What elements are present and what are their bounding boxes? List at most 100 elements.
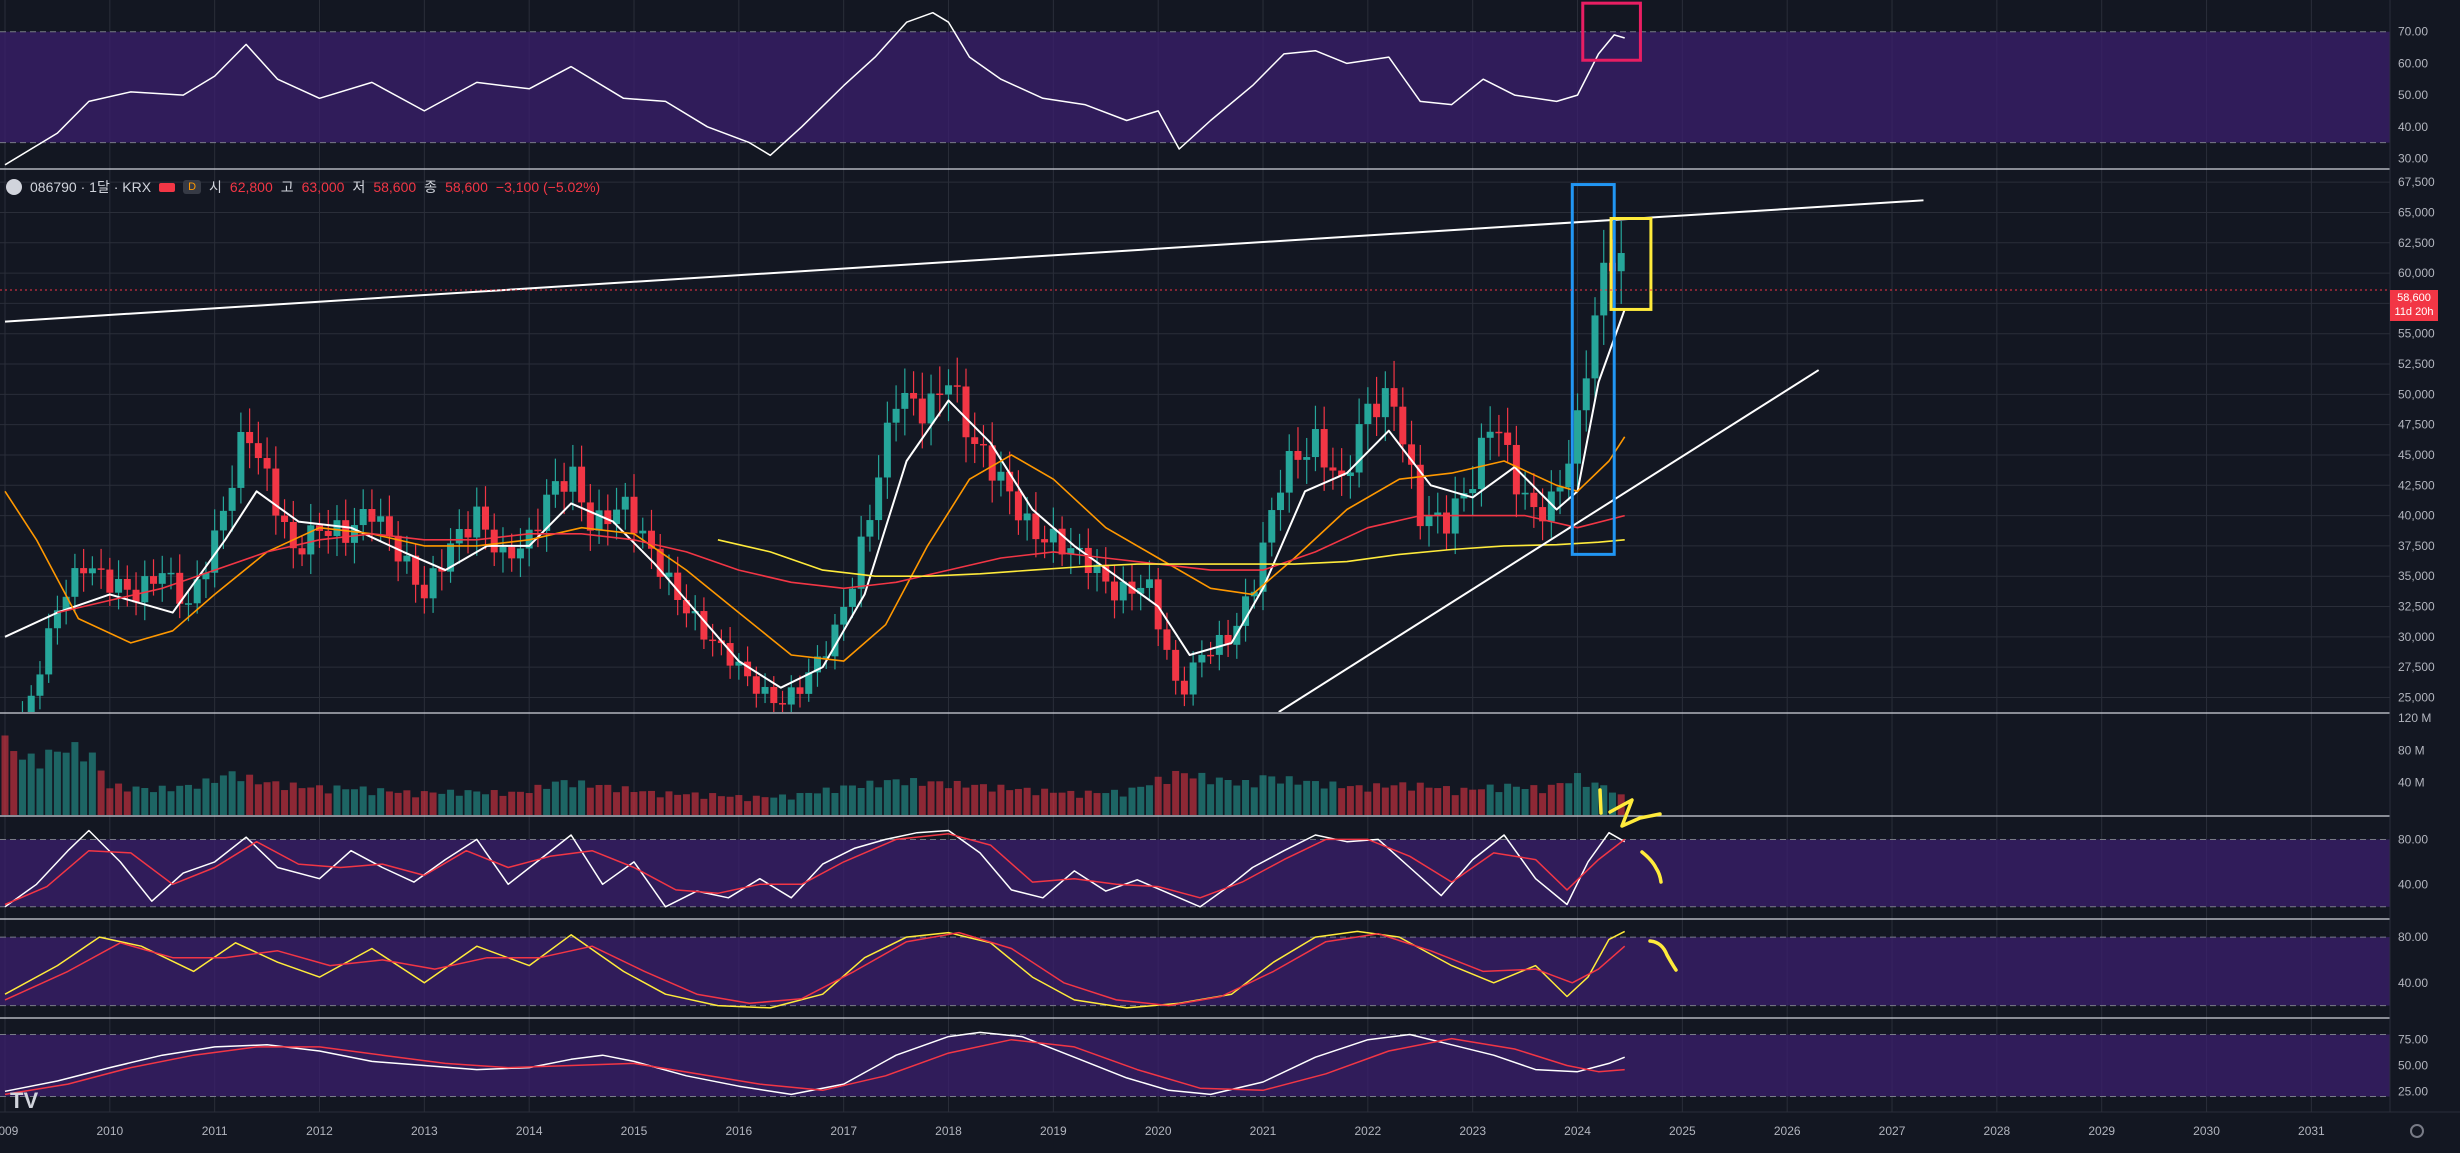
volume-bar [813,793,821,815]
volume-bar [429,792,437,815]
candle-body [403,555,411,562]
volume-bar [1425,787,1433,815]
y-tick-label: 67,500 [2398,175,2435,189]
volume-bar [45,749,53,815]
volume-bar [1486,784,1494,815]
y-tick-label: 35,000 [2398,569,2435,583]
volume-bar [158,785,166,815]
candle-body [438,568,446,572]
volume-bar [805,792,813,815]
d-badge[interactable]: D [183,180,202,194]
volume-bar [385,791,393,815]
volume-bar [621,786,629,815]
volume-bar [62,752,70,815]
candle-body [385,516,393,536]
volume-bar [927,781,935,815]
volume-bar [674,794,682,815]
volume-bar [123,791,131,815]
y-tick-label: 70.00 [2398,25,2428,39]
candle-body [1137,587,1145,594]
candle-body [1093,564,1101,574]
volume-bar [1495,792,1503,815]
candle-body [936,393,944,396]
candle-body [158,573,166,584]
volume-bar [1233,785,1241,815]
volume-bar [1381,787,1389,815]
candle-body [1408,444,1416,465]
candle-body [167,572,175,575]
candle-body [141,576,149,603]
x-tick-label: 2020 [1145,1124,1172,1138]
y-tick-label: 30,000 [2398,630,2435,644]
candle-body [80,568,88,574]
volume-bar [254,784,262,815]
volume-bar [997,784,1005,815]
volume-bar [892,779,900,815]
volume-bar [420,791,428,815]
settings-icon[interactable] [2410,1124,2424,1138]
volume-bar [700,798,708,815]
volume-bar [1180,773,1188,815]
candle-body [621,496,629,510]
volume-bar [516,791,524,815]
oscillator-line-white [4,829,1626,908]
volume-bar [1539,793,1547,815]
volume-bar [1408,790,1416,815]
highlight-box-blue [1570,183,1616,556]
y-tick-label: 62,500 [2398,236,2435,250]
volume-bar [752,795,760,815]
candle-body [1259,542,1267,592]
volume-bar [691,792,699,815]
candle-body [918,398,926,424]
candle-body [1145,579,1153,588]
candle-body [1311,429,1319,458]
volume-bar [473,791,481,815]
high-label: 고 [280,179,294,195]
y-tick-label: 25,000 [2398,690,2435,704]
candle-body [307,525,315,555]
x-tick-label: 2029 [2088,1124,2115,1138]
candle-body [1338,470,1346,477]
volume-bar [639,791,647,815]
symbol-title[interactable]: 086790 · 1달 · KRX [30,179,152,195]
volume-bar [447,789,455,815]
candle-body [298,548,306,555]
volume-bar [1521,789,1529,815]
candle-body [831,624,839,657]
x-tick-label: 2016 [725,1124,752,1138]
candle-body [368,509,376,522]
y-tick-label: 32,500 [2398,600,2435,614]
candle-body [1172,649,1180,681]
volume-bar [1556,783,1564,815]
candle-body [202,572,210,580]
change-value: −3,100 (−5.02%) [495,179,601,195]
volume-bar [359,786,367,815]
candle-body [979,443,987,446]
volume-bar [988,791,996,815]
candle-body [272,468,280,516]
volume-bar [551,781,559,815]
y-tick-label: 52,500 [2398,357,2435,371]
volume-bar [1434,788,1442,815]
highlight-box-magenta [1581,1,1642,62]
candle-body [822,656,830,658]
candle-body [1276,492,1284,511]
candle-body [595,510,603,531]
volume-bar [1058,792,1066,815]
volume-bar [1250,787,1258,815]
volume-bar [1311,781,1319,815]
volume-bar [613,792,621,815]
candle-body [901,392,909,409]
volume-bar [761,797,769,815]
tradingview-logo[interactable]: TV [10,1088,39,1113]
x-tick-label: 2014 [516,1124,543,1138]
candle-body [412,555,420,585]
candle-body [123,578,131,590]
candle-body [945,385,953,395]
candle-body [883,422,891,478]
flag-icon[interactable] [159,182,176,192]
candle-body [578,466,586,503]
volume-bar [219,775,227,815]
